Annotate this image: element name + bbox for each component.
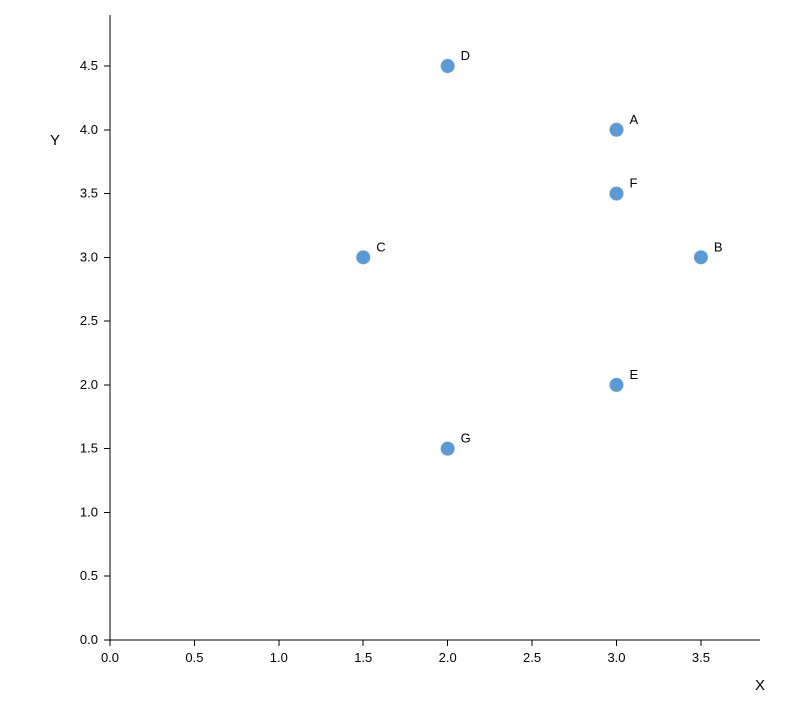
scatter-point (441, 59, 455, 73)
x-tick-label: 1.5 (354, 650, 372, 665)
scatter-point (694, 250, 708, 264)
scatter-point (609, 123, 623, 137)
x-tick-label: 3.0 (607, 650, 625, 665)
y-tick-label: 1.0 (80, 504, 98, 519)
scatter-chart: 0.0 0.5 1.0 1.5 2.0 2.5 3.0 3.5 0.0 0.5 1.0 1.5 2.0 2… (0, 0, 792, 717)
x-tick-label: 0.0 (101, 650, 119, 665)
y-tick-label: 3.0 (80, 249, 98, 264)
scatter-point (609, 378, 623, 392)
scatter-point (609, 187, 623, 201)
point-label: F (629, 176, 637, 191)
y-tick-label: 0.5 (80, 568, 98, 583)
point-label: B (714, 239, 723, 254)
x-axis-title: X (755, 677, 765, 694)
point-label: E (629, 367, 638, 382)
x-tick-label: 3.5 (692, 650, 710, 665)
y-tick-label: 2.0 (80, 377, 98, 392)
scatter-point (441, 442, 455, 456)
y-axis-title: Y (50, 132, 60, 149)
y-tick-label: 4.5 (80, 58, 98, 73)
point-label: C (376, 239, 385, 254)
y-tick-label: 0.0 (80, 632, 98, 647)
x-tick-label: 1.0 (270, 650, 288, 665)
x-tick-label: 0.5 (185, 650, 203, 665)
chart-svg: 0.0 0.5 1.0 1.5 2.0 2.5 3.0 3.5 0.0 0.5 1.0 1.5 2.0 2… (0, 0, 792, 717)
y-tick-label: 3.5 (80, 186, 98, 201)
y-tick-label: 2.5 (80, 313, 98, 328)
point-label: G (461, 431, 471, 446)
scatter-point (356, 250, 370, 264)
point-label: D (461, 48, 470, 63)
x-tick-label: 2.0 (439, 650, 457, 665)
y-tick-label: 4.0 (80, 122, 98, 137)
point-label: A (629, 112, 638, 127)
y-tick-label: 1.5 (80, 441, 98, 456)
x-tick-label: 2.5 (523, 650, 541, 665)
